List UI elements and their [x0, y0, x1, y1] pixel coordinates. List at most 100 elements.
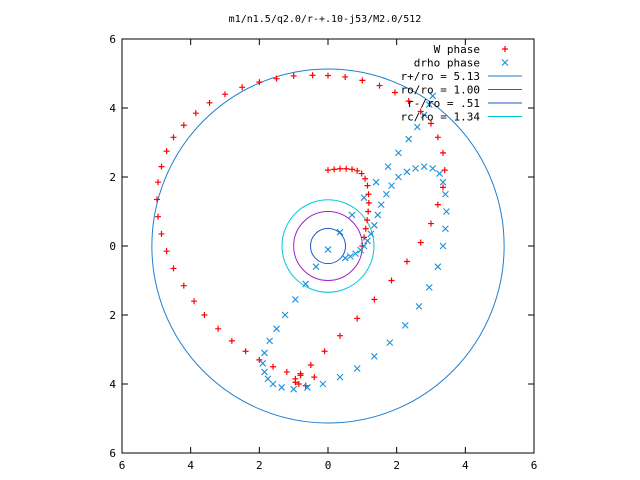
data-point: [273, 75, 280, 82]
data-point: [442, 190, 449, 198]
data-point: [155, 179, 162, 186]
data-point: [324, 246, 332, 253]
data-point: [290, 72, 297, 79]
data-point: [365, 208, 372, 215]
data-point: [331, 166, 338, 173]
data-point: [273, 325, 280, 333]
data-point: [434, 134, 441, 141]
data-point: [163, 248, 170, 255]
data-point: [307, 362, 314, 369]
data-point: [391, 89, 398, 96]
data-point: [434, 263, 442, 271]
data-point: [163, 148, 170, 155]
data-point: [261, 368, 268, 376]
data-point: [266, 337, 274, 345]
data-point: [439, 178, 447, 186]
data-point: [364, 237, 371, 245]
data-point: [270, 363, 277, 370]
data-point: [154, 196, 161, 203]
data-point: [158, 163, 165, 170]
data-point: [201, 312, 208, 318]
data-point: [259, 359, 267, 367]
data-point: [384, 163, 392, 171]
data-point: [321, 348, 328, 355]
data-point: [362, 175, 369, 182]
circle-ring: [293, 211, 363, 281]
data-point: [336, 373, 344, 381]
y-tick-label: 0: [109, 240, 116, 253]
data-point: [360, 242, 368, 250]
legend-label: W phase: [434, 43, 480, 56]
data-point: [417, 239, 424, 246]
data-point: [342, 73, 349, 80]
series-group: [259, 92, 450, 393]
data-point: [394, 173, 402, 181]
x-axis-ticks: 6 4 2 0 2 4 6: [119, 39, 537, 472]
data-point: [365, 191, 372, 198]
data-point: [405, 135, 413, 143]
y-tick-label: 6: [109, 33, 116, 46]
data-point: [283, 368, 290, 375]
data-point: [412, 164, 419, 172]
data-point: [403, 168, 411, 176]
data-point: [354, 167, 361, 174]
circle-ring: [309, 227, 347, 265]
data-point: [180, 122, 187, 129]
data-point: [341, 254, 349, 262]
data-point: [297, 370, 304, 377]
data-point: [206, 99, 213, 106]
data-point: [304, 384, 311, 391]
data-point: [354, 315, 361, 322]
data-point: [441, 167, 448, 174]
data-point: [362, 225, 369, 232]
y-tick-label: 4: [109, 378, 116, 391]
data-point: [429, 92, 437, 100]
data-point: [336, 228, 344, 236]
y-tick-label: 2: [109, 171, 116, 184]
data-point: [371, 296, 378, 303]
data-point: [388, 277, 395, 284]
data-point: [364, 217, 371, 224]
data-point: [170, 134, 177, 141]
data-point: [311, 374, 318, 381]
data-point: [222, 91, 228, 98]
data-point: [170, 265, 177, 272]
data-point: [242, 348, 249, 355]
data-point: [291, 296, 299, 303]
data-point: [256, 356, 263, 363]
data-point: [440, 149, 447, 156]
data-point: [349, 166, 356, 173]
data-point: [239, 84, 246, 91]
data-point: [401, 321, 409, 329]
data-point: [370, 353, 378, 360]
data-point: [228, 337, 235, 344]
x-tick-label: 4: [462, 459, 469, 472]
data-point: [269, 380, 277, 388]
data-point: [367, 230, 375, 238]
y-tick-label: 2: [109, 309, 116, 322]
data-point: [346, 252, 354, 260]
data-point: [434, 201, 441, 208]
data-point: [343, 165, 350, 172]
data-point: [443, 208, 450, 215]
data-point: [394, 149, 402, 157]
data-point: [261, 349, 268, 357]
data-point: [290, 385, 298, 393]
data-point: [372, 178, 380, 186]
data-point: [415, 302, 423, 310]
data-point: [281, 311, 289, 319]
data-point: [302, 280, 310, 288]
data-point: [180, 282, 187, 289]
data-point: [440, 184, 447, 191]
data-point: [425, 101, 433, 108]
x-tick-label: 6: [119, 459, 126, 472]
data-series: [154, 72, 450, 393]
circle-ring: [151, 68, 505, 424]
data-point: [429, 164, 437, 172]
data-point: [158, 230, 165, 237]
data-point: [292, 379, 299, 386]
legend-label: rc/ro = 1.34: [401, 111, 481, 124]
data-point: [215, 325, 222, 332]
